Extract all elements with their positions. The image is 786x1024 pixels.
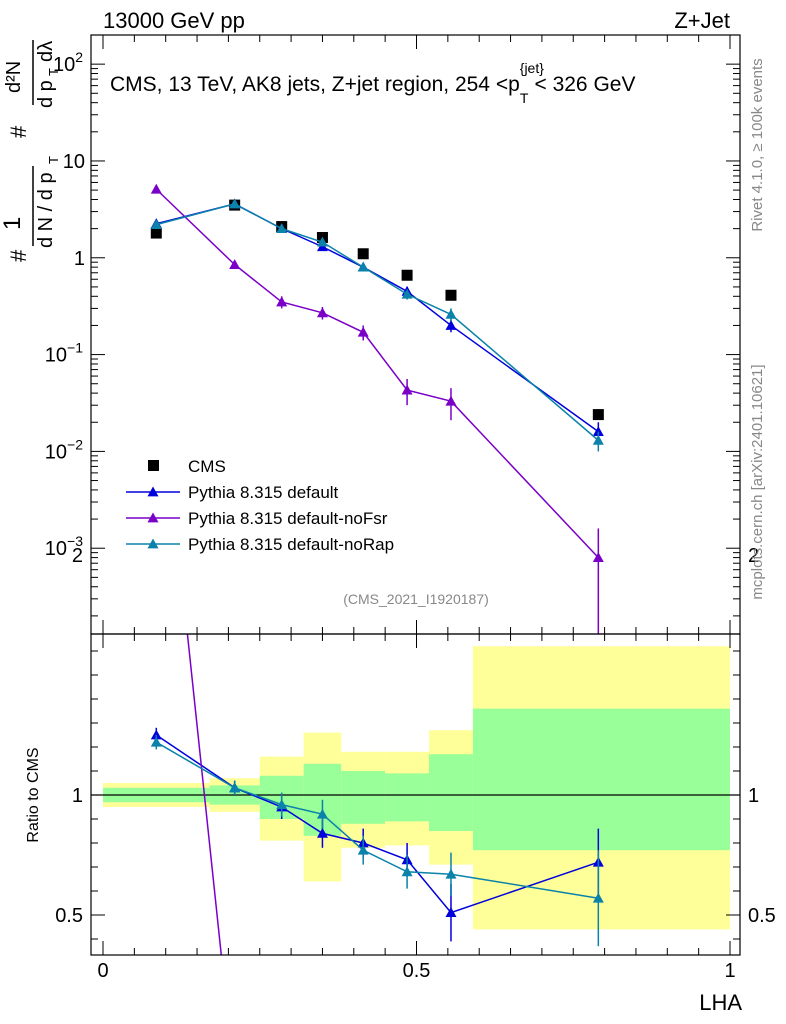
series-3-point-0 bbox=[150, 219, 162, 230]
header-right: Z+Jet bbox=[674, 8, 730, 33]
ratio-ytick-label-right-1: 1 bbox=[748, 785, 759, 807]
series-line-1 bbox=[156, 203, 599, 433]
ratio-series-line-2 bbox=[155, 741, 599, 899]
main-ytick-label-2: 10−1 bbox=[45, 340, 83, 367]
series-3-point-7 bbox=[592, 434, 604, 445]
series-3-point-6 bbox=[445, 308, 457, 319]
cms-point-5 bbox=[401, 269, 413, 281]
main-ytick-label-3: 1 bbox=[74, 248, 85, 270]
ratio-series-2-point-2 bbox=[276, 799, 288, 809]
legend-marker-3 bbox=[147, 538, 159, 549]
x-tick-label-1: 0.5 bbox=[403, 960, 431, 982]
svg-text:#: # bbox=[6, 249, 31, 262]
x-axis-label: LHA bbox=[699, 990, 742, 1015]
header-left: 13000 GeV pp bbox=[103, 8, 245, 33]
svg-text:d²N: d²N bbox=[3, 61, 25, 93]
rivet-label: Rivet 4.1.0, ≥ 100k events bbox=[749, 58, 766, 231]
series-3-point-4 bbox=[357, 261, 369, 272]
ratio-ytick-label-right-2: 2 bbox=[748, 545, 759, 567]
series-2-point-4 bbox=[357, 326, 369, 337]
series-1-point-7 bbox=[592, 426, 604, 437]
main-ytick-label-5: 102 bbox=[53, 49, 83, 76]
series-1-point-6 bbox=[445, 319, 457, 330]
band-green-5 bbox=[385, 773, 430, 822]
legend-label-3: Pythia 8.315 default-noRap bbox=[188, 535, 394, 554]
series-2-point-7 bbox=[592, 552, 604, 562]
cms-point-4 bbox=[357, 248, 369, 260]
series-2-point-1 bbox=[229, 259, 241, 270]
series-2-point-2 bbox=[276, 296, 288, 307]
series-3-point-3 bbox=[316, 236, 328, 247]
series-2-point-5 bbox=[401, 384, 413, 395]
x-tick-label-2: 1 bbox=[724, 960, 735, 982]
series-3-point-2 bbox=[276, 223, 288, 234]
main-ytick-label-1: 10−2 bbox=[45, 436, 83, 463]
series-2-point-0 bbox=[150, 183, 162, 194]
legend-label-2: Pythia 8.315 default-noFsr bbox=[188, 509, 388, 528]
x-tick-label-0: 0 bbox=[97, 960, 108, 982]
main-ytick-label-0: 10−3 bbox=[45, 533, 83, 560]
svg-text:d N / d p: d N / d p bbox=[35, 172, 57, 248]
ratio-series-0-point-0 bbox=[150, 729, 162, 740]
cms-point-0 bbox=[150, 227, 162, 239]
ratio-series-2-point-5 bbox=[401, 866, 413, 877]
ratio-series-2-point-4 bbox=[357, 844, 369, 855]
series-2-point-6 bbox=[445, 395, 457, 406]
ratio-series-2-point-3 bbox=[316, 808, 328, 819]
cms-point-7 bbox=[592, 409, 604, 421]
svg-text:dλ: dλ bbox=[35, 41, 57, 62]
legend-marker-0 bbox=[148, 460, 159, 471]
svg-text:#: # bbox=[6, 125, 31, 138]
mcplots-label: mcplots.cern.ch [arXiv:2401.10621] bbox=[749, 364, 766, 599]
series-3-point-1 bbox=[229, 198, 241, 209]
ratio-series-0-point-6 bbox=[445, 907, 457, 917]
main-plot-marks bbox=[150, 183, 604, 634]
band-green-6 bbox=[429, 754, 473, 831]
svg-text:T: T bbox=[46, 68, 61, 76]
legend-label-1: Pythia 8.315 default bbox=[188, 483, 339, 502]
axes: 10−3 10−2 10−1 1 10 102 0 0.5 1 0.5 0.5 1 1 2 2 bbox=[45, 34, 776, 982]
ratio-ytick-label-right-0: 0.5 bbox=[748, 905, 776, 927]
main-ytick-label-4: 10 bbox=[63, 151, 85, 173]
ratio-ytick-label-left-1: 1 bbox=[72, 785, 83, 807]
ratio-y-axis-label: Ratio to CMS bbox=[25, 747, 42, 842]
band-green-4 bbox=[341, 771, 386, 824]
series-line-2 bbox=[155, 188, 599, 559]
series-line-3 bbox=[156, 203, 599, 441]
series-3-point-5 bbox=[401, 288, 413, 299]
ratio-uncertainty-bands bbox=[91, 646, 740, 930]
legend-label-0: CMS bbox=[188, 457, 226, 476]
series-2-point-3 bbox=[316, 307, 328, 318]
ratio-plot-marks bbox=[150, 633, 604, 956]
legend: CMS Pythia 8.315 default Pythia 8.315 defa… bbox=[126, 457, 394, 554]
ratio-series-2-point-6 bbox=[445, 868, 457, 879]
cms-point-6 bbox=[445, 289, 457, 301]
ratio-nofsr-line bbox=[186, 633, 223, 956]
legend-marker-1 bbox=[147, 486, 159, 497]
ratio-ytick-label-left-2: 2 bbox=[72, 545, 83, 567]
ratio-series-2-point-0 bbox=[150, 736, 162, 747]
legend-marker-2 bbox=[147, 512, 159, 523]
svg-text:T: T bbox=[46, 156, 61, 164]
ratio-series-2-point-7 bbox=[592, 892, 604, 903]
ratio-series-2-point-1 bbox=[229, 782, 241, 793]
svg-text:d p: d p bbox=[35, 80, 57, 108]
analysis-tag: (CMS_2021_I1920187) bbox=[343, 591, 489, 607]
ratio-ytick-label-left-0: 0.5 bbox=[55, 905, 83, 927]
main-title: CMS, 13 TeV, AK8 jets, Z+jet region, 254… bbox=[110, 60, 635, 106]
svg-text:1: 1 bbox=[0, 217, 26, 230]
ratio-series-0-point-3 bbox=[316, 827, 328, 838]
main-y-axis-label: # 1 d N / d p T # d²N d p T dλ bbox=[0, 40, 61, 262]
band-green-7 bbox=[472, 708, 730, 851]
